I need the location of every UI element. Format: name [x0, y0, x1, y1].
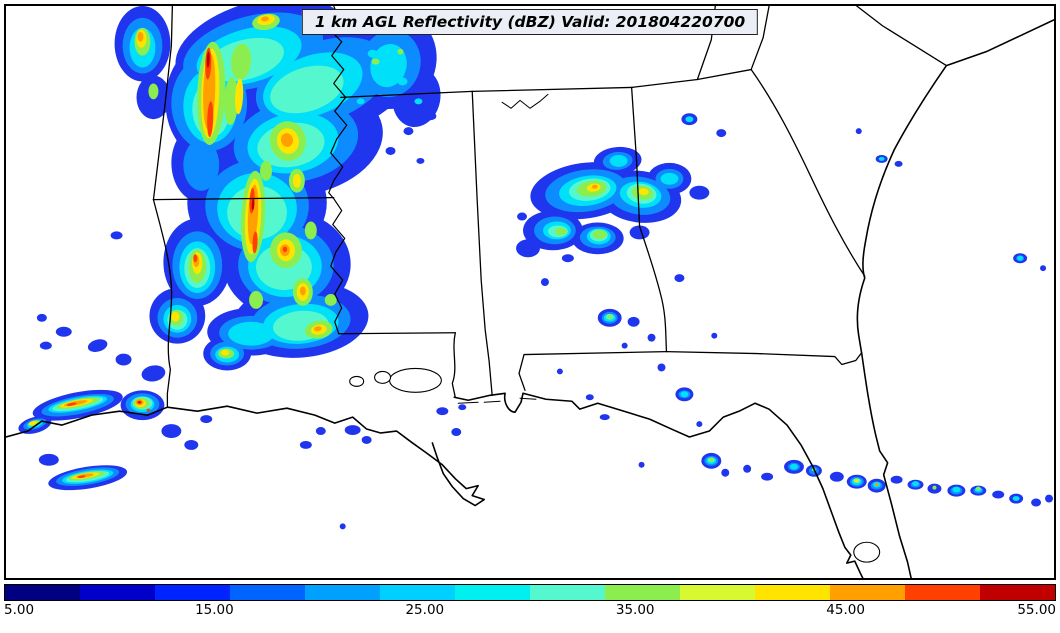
- barrier-islands: [457, 397, 537, 404]
- colorbar-tick-label: 15.00: [195, 602, 234, 618]
- pearl-river-border: [451, 332, 456, 398]
- georgia-florida-border: [665, 350, 863, 366]
- texas-arkansas-border: [152, 6, 174, 201]
- gulf-coastline-east: [453, 392, 864, 578]
- colorbar-tick-label: 45.00: [826, 602, 865, 618]
- colorbar-tick-label: 25.00: [405, 602, 445, 618]
- tennessee-mississippi-border: [340, 90, 473, 99]
- colorbar-tick-labels: 5.00 15.00 25.00 35.00 45.00 55.00: [4, 602, 1056, 624]
- colorbar-segment: [830, 585, 905, 600]
- map-canvas: [6, 6, 1054, 578]
- colorbar-segment: [155, 585, 230, 600]
- colorbar-segment: [230, 585, 305, 600]
- colorbar-segment: [80, 585, 155, 600]
- lake: [388, 367, 442, 393]
- mississippi-river: [328, 6, 348, 335]
- colorbar-segment: [380, 585, 455, 600]
- colorbar-segment: [905, 585, 980, 600]
- northcarolina-southcarolina-border: [856, 6, 948, 67]
- radar-layer-darkred-53dbz: [138, 51, 255, 404]
- gulf-coastline-west: [6, 405, 485, 507]
- alabama-georgia-border: [630, 86, 668, 353]
- colorbar-segment: [605, 585, 680, 600]
- colorbar-segment: [455, 585, 530, 600]
- lake: [349, 375, 365, 387]
- northeast-georgia-border: [750, 6, 770, 71]
- colorbar-tick-label: 5.00: [4, 602, 35, 618]
- colorbar-segment: [980, 585, 1055, 600]
- georgia-north-border: [630, 68, 752, 89]
- arkansas-louisiana-border: [152, 197, 335, 201]
- georgia-southcarolina-border: [750, 68, 866, 277]
- radar-layer-blue-5dbz: [18, 6, 1054, 530]
- colorbar-segment: [755, 585, 830, 600]
- colorbar-tick-label: 35.00: [615, 602, 655, 618]
- atlantic-coastline: [856, 19, 1054, 578]
- louisiana-mississippi-border: [338, 332, 456, 335]
- colorbar-tick-label: 55.00: [1017, 602, 1056, 618]
- texas-louisiana-border: [152, 199, 173, 408]
- tennessee-river: [501, 93, 549, 109]
- tennessee-alabama-border: [471, 86, 633, 93]
- colorbar-segment: [530, 585, 605, 600]
- plot-title: 1 km AGL Reflectivity (dBZ) Valid: 20180…: [314, 13, 746, 31]
- mississippi-alabama-border: [471, 90, 493, 396]
- lake: [374, 370, 392, 384]
- plot-title-box: 1 km AGL Reflectivity (dBZ) Valid: 20180…: [301, 9, 759, 35]
- colorbar-segment: [680, 585, 755, 600]
- map-panel: 1 km AGL Reflectivity (dBZ) Valid: 20180…: [4, 4, 1056, 580]
- colorbar-segment: [305, 585, 380, 600]
- alabama-florida-border: [518, 350, 668, 391]
- colorbar: [4, 584, 1056, 601]
- colorbar-segment: [5, 585, 80, 600]
- lake: [853, 541, 881, 563]
